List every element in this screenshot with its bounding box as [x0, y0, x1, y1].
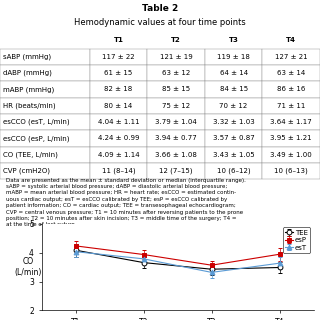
Text: Data are presented as the mean ± standard deviation or median (interquartile ran: Data are presented as the mean ± standar…: [6, 178, 246, 228]
Legend: TEE, esP, esT: TEE, esP, esT: [283, 228, 310, 252]
Text: Table 2: Table 2: [142, 4, 178, 12]
Y-axis label: CO
(L/min): CO (L/min): [14, 258, 41, 277]
Text: Hemodynamic values at four time points: Hemodynamic values at four time points: [74, 18, 246, 27]
